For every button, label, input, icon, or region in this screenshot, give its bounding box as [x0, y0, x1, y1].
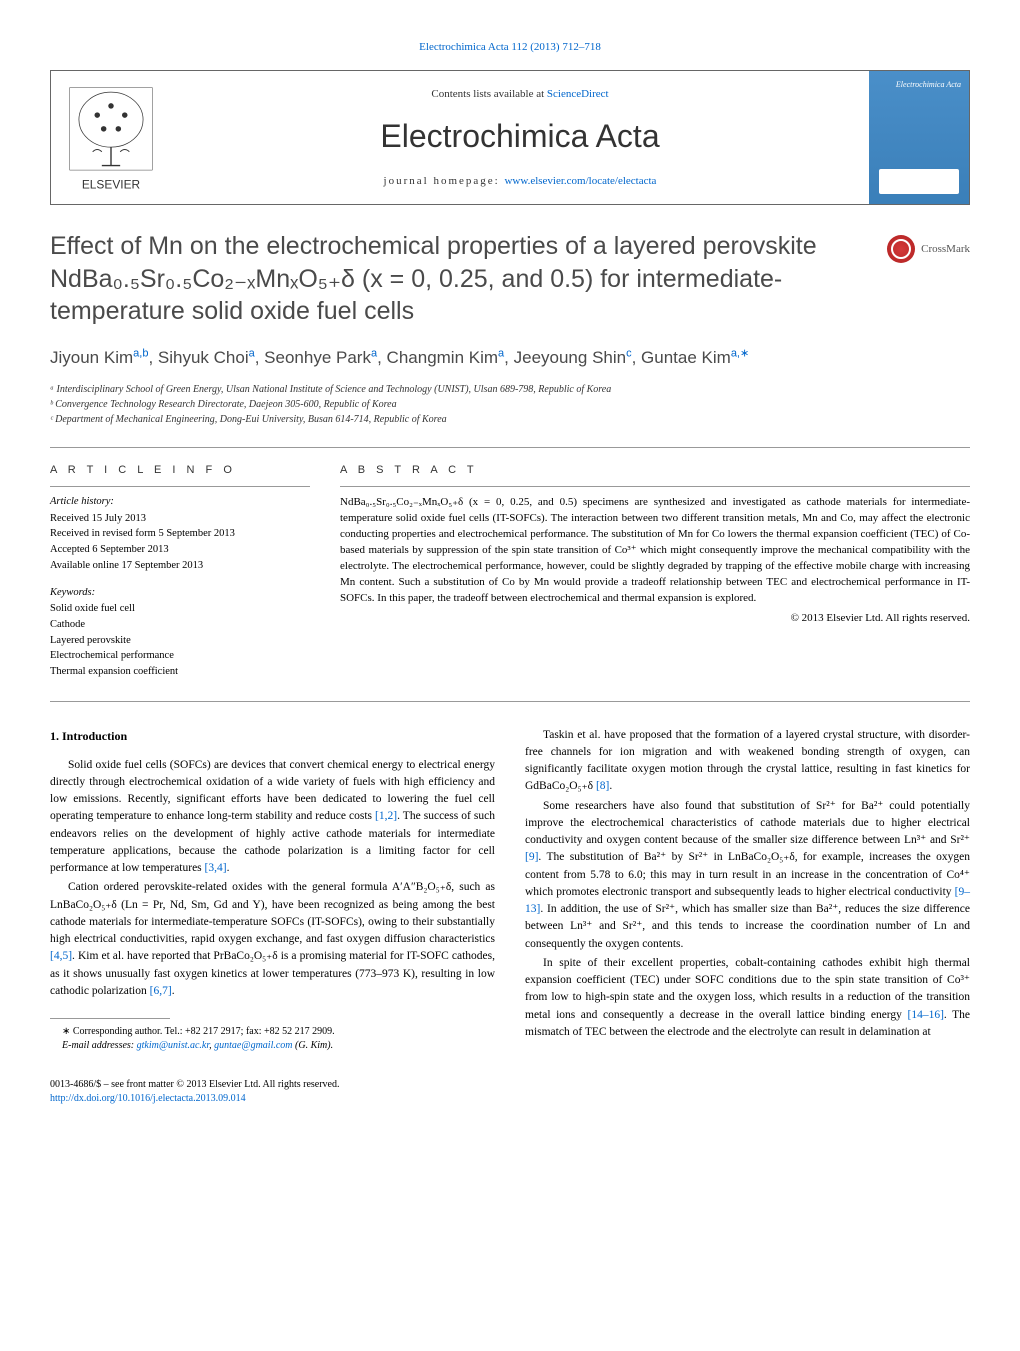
authors-list: Jiyoun Kima,b, Sihyuk Choia, Seonhye Par… [50, 346, 970, 370]
history-accepted: Accepted 6 September 2013 [50, 543, 310, 558]
keywords-label: Keywords: [50, 586, 310, 601]
intro-p2: Cation ordered perovskite-related oxides… [50, 879, 495, 1000]
footer-copyright: 0013-4686/$ – see front matter © 2013 El… [50, 1078, 970, 1092]
svg-text:ELSEVIER: ELSEVIER [82, 177, 141, 191]
history-label: Article history: [50, 495, 310, 510]
affiliation-c: ᶜ Department of Mechanical Engineering, … [50, 412, 970, 427]
page-footer: 0013-4686/$ – see front matter © 2013 El… [50, 1078, 970, 1106]
affiliation-a: ᵃ Interdisciplinary School of Green Ener… [50, 382, 970, 397]
journal-citation[interactable]: Electrochimica Acta 112 (2013) 712–718 [50, 40, 970, 55]
title-section: CrossMark Effect of Mn on the electroche… [50, 230, 970, 426]
journal-name: Electrochimica Acta [191, 114, 849, 159]
info-abstract-row: A R T I C L E I N F O Article history: R… [50, 463, 970, 681]
crossmark-icon [887, 235, 915, 263]
journal-homepage-link[interactable]: www.elsevier.com/locate/electacta [504, 175, 656, 187]
email-link-1[interactable]: gtkim@unist.ac.kr [137, 1040, 210, 1051]
body-text: 1. Introduction Solid oxide fuel cells (… [50, 727, 970, 1054]
keyword-item: Layered perovskite [50, 634, 310, 649]
intro-p5: In spite of their excellent properties, … [525, 955, 970, 1041]
abstract-text: NdBa₀.₅Sr₀.₅Co₂₋ₓMnₓO₅₊δ (x = 0, 0.25, a… [340, 495, 970, 607]
email-link-2[interactable]: guntae@gmail.com [214, 1040, 292, 1051]
divider [50, 701, 970, 702]
homepage-line: journal homepage: www.elsevier.com/locat… [191, 174, 849, 189]
intro-p1: Solid oxide fuel cells (SOFCs) are devic… [50, 757, 495, 878]
divider [50, 447, 970, 448]
footnote-separator [50, 1018, 170, 1019]
journal-cover-thumbnail[interactable]: Electrochimica Acta [869, 71, 969, 204]
keyword-item: Cathode [50, 618, 310, 633]
crossmark-badge[interactable]: CrossMark [887, 235, 970, 263]
intro-p4: Some researchers have also found that su… [525, 798, 970, 953]
keyword-item: Electrochemical performance [50, 649, 310, 664]
affiliations: ᵃ Interdisciplinary School of Green Ener… [50, 382, 970, 427]
doi-link[interactable]: http://dx.doi.org/10.1016/j.electacta.20… [50, 1093, 246, 1104]
copyright-line: © 2013 Elsevier Ltd. All rights reserved… [340, 611, 970, 626]
article-info: A R T I C L E I N F O Article history: R… [50, 463, 310, 681]
history-online: Available online 17 September 2013 [50, 559, 310, 574]
journal-header-box: ELSEVIER Contents lists available at Sci… [50, 70, 970, 205]
sciencedirect-link[interactable]: ScienceDirect [547, 88, 609, 100]
intro-heading: 1. Introduction [50, 727, 495, 745]
keyword-item: Solid oxide fuel cell [50, 602, 310, 617]
elsevier-logo[interactable]: ELSEVIER [51, 71, 171, 204]
elsevier-tree-icon: ELSEVIER [61, 83, 161, 193]
abstract: A B S T R A C T NdBa₀.₅Sr₀.₅Co₂₋ₓMnₓO₅₊δ… [340, 463, 970, 681]
history-received: Received 15 July 2013 [50, 512, 310, 527]
email-footnote: E-mail addresses: gtkim@unist.ac.kr, gun… [50, 1039, 495, 1053]
article-title: Effect of Mn on the electrochemical prop… [50, 230, 970, 328]
keyword-item: Thermal expansion coefficient [50, 665, 310, 680]
contents-line: Contents lists available at ScienceDirec… [191, 87, 849, 102]
header-center: Contents lists available at ScienceDirec… [171, 71, 869, 204]
article-info-header: A R T I C L E I N F O [50, 463, 310, 478]
abstract-header: A B S T R A C T [340, 463, 970, 478]
affiliation-b: ᵇ Convergence Technology Research Direct… [50, 397, 970, 412]
corresponding-footnote: ∗ Corresponding author. Tel.: +82 217 29… [50, 1025, 495, 1039]
intro-p3: Taskin et al. have proposed that the for… [525, 727, 970, 796]
history-revised: Received in revised form 5 September 201… [50, 527, 310, 542]
